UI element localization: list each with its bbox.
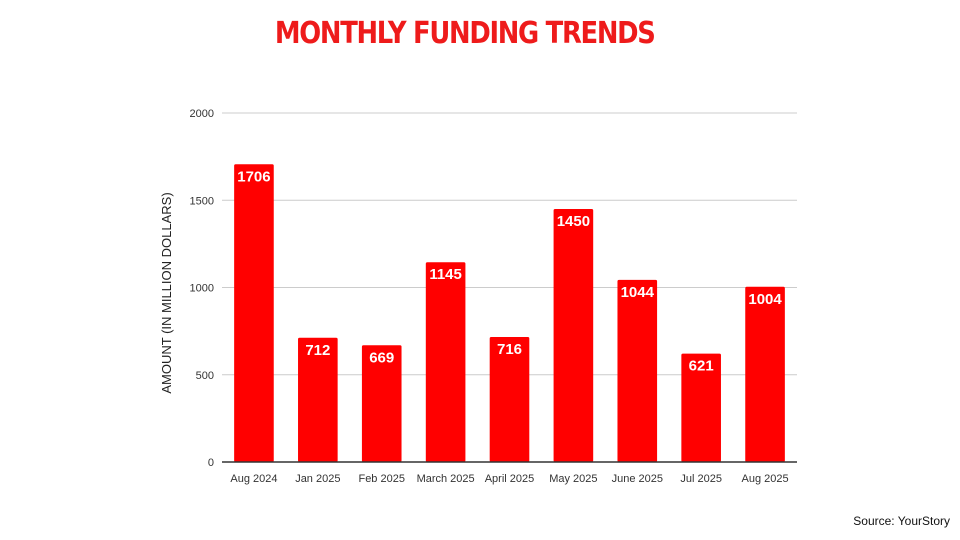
bar-data-label: 621 xyxy=(689,358,714,375)
bar-data-label: 1145 xyxy=(429,266,462,283)
y-tick-label: 0 xyxy=(208,457,214,469)
x-axis-ticks: Aug 2024 Jan 2025 Feb 2025 March 2025 April … xyxy=(230,473,788,485)
x-tick-label: May 2025 xyxy=(549,473,597,485)
x-tick-label: Aug 2024 xyxy=(230,473,277,485)
x-tick-label: Jul 2025 xyxy=(680,473,722,485)
y-axis-label: AMOUNT (IN MILLION DOLLARS) xyxy=(159,192,174,393)
chart-title: MONTHLY FUNDING TRENDS xyxy=(274,16,656,51)
bar xyxy=(298,337,338,462)
y-tick-label: 500 xyxy=(196,370,214,382)
bar xyxy=(489,337,530,462)
bar-data-label: 712 xyxy=(305,342,330,359)
bars xyxy=(234,164,785,463)
bar-data-label: 1004 xyxy=(748,291,782,308)
y-tick-label: 1000 xyxy=(190,283,214,295)
bar-data-label: 716 xyxy=(497,341,522,358)
x-tick-label: March 2025 xyxy=(417,473,475,485)
y-tick-label: 1500 xyxy=(190,195,214,207)
bar xyxy=(617,279,658,462)
source-note: Source: YourStory xyxy=(853,514,950,528)
data-labels: 1706 712 669 1145 716 1450 1044 621 1004 xyxy=(237,168,782,374)
x-tick-label: June 2025 xyxy=(612,473,663,485)
gridlines xyxy=(222,112,797,376)
bar xyxy=(553,208,594,462)
y-axis-ticks: 0 500 1000 1500 2000 xyxy=(190,108,214,469)
x-tick-label: Jan 2025 xyxy=(295,473,340,485)
x-tick-label: Feb 2025 xyxy=(358,473,404,485)
x-tick-label: Aug 2025 xyxy=(742,473,789,485)
bar xyxy=(361,345,402,462)
bar-data-label: 1450 xyxy=(557,213,590,230)
bar-data-label: 669 xyxy=(369,349,394,366)
bar xyxy=(234,164,274,463)
bar-data-label: 1706 xyxy=(237,168,270,185)
bar-data-label: 1044 xyxy=(621,284,655,301)
x-tick-label: April 2025 xyxy=(485,473,535,485)
bar xyxy=(681,353,721,462)
bar xyxy=(425,262,466,462)
bar xyxy=(745,286,785,462)
y-tick-label: 2000 xyxy=(190,108,214,120)
